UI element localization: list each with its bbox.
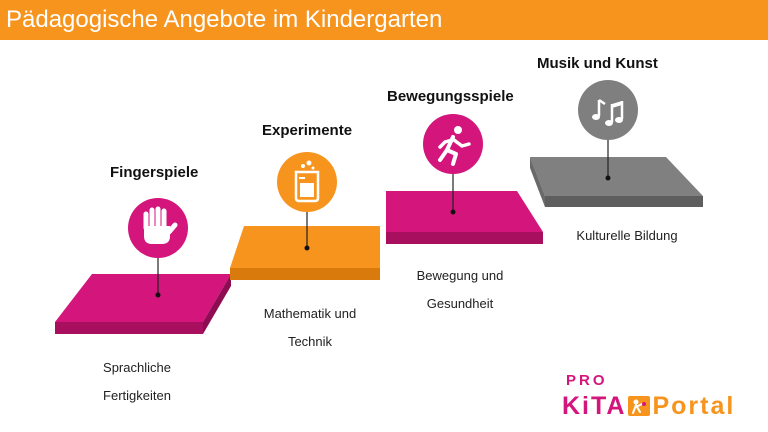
step-3-heading: Bewegungsspiele bbox=[387, 88, 514, 105]
step-3-caption-line-1: Bewegung und bbox=[416, 268, 504, 283]
step-2-caption-line-2: Technik bbox=[287, 334, 333, 349]
step-4-heading: Musik und Kunst bbox=[537, 55, 658, 72]
beaker-icon bbox=[277, 152, 337, 212]
pin-step-4 bbox=[605, 135, 611, 181]
step-4-caption: Kulturelle Bildung bbox=[552, 222, 702, 250]
step-1-heading: Fingerspiele bbox=[110, 164, 199, 181]
step-1-caption-line-2: Fertigkeiten bbox=[103, 388, 171, 403]
step-1-caption: Sprachliche Fertigkeiten bbox=[62, 354, 212, 410]
step-3-caption-line-2: Gesundheit bbox=[426, 296, 494, 311]
music-notes-icon bbox=[578, 80, 638, 140]
logo-portal-text: Portal bbox=[652, 392, 736, 420]
platform-step-1 bbox=[55, 274, 231, 334]
step-2-caption-line-1: Mathematik und bbox=[263, 306, 357, 321]
platform-step-3 bbox=[386, 191, 543, 244]
logo-mark-icon bbox=[628, 396, 651, 416]
running-person-icon bbox=[423, 114, 483, 174]
pin-step-2 bbox=[304, 206, 310, 251]
platform-step-2 bbox=[230, 226, 380, 280]
page-title: Pädagogische Angebote im Kindergarten bbox=[6, 6, 443, 33]
title-bar: Pädagogische Angebote im Kindergarten bbox=[0, 0, 768, 40]
step-4-caption-line-1: Kulturelle Bildung bbox=[576, 228, 678, 243]
pin-step-3 bbox=[450, 168, 456, 215]
logo: KiTA Portal bbox=[562, 392, 735, 421]
step-1-caption-line-1: Sprachliche bbox=[103, 360, 171, 375]
step-3-caption: Bewegung und Gesundheit bbox=[385, 262, 535, 318]
step-2-heading: Experimente bbox=[262, 122, 353, 139]
platform-step-4 bbox=[530, 157, 703, 207]
hand-icon bbox=[128, 198, 188, 258]
logo-kita-text: KiTA bbox=[562, 392, 627, 420]
step-2-caption: Mathematik und Technik bbox=[235, 300, 385, 356]
logo-pro-text: PRO bbox=[566, 372, 608, 389]
